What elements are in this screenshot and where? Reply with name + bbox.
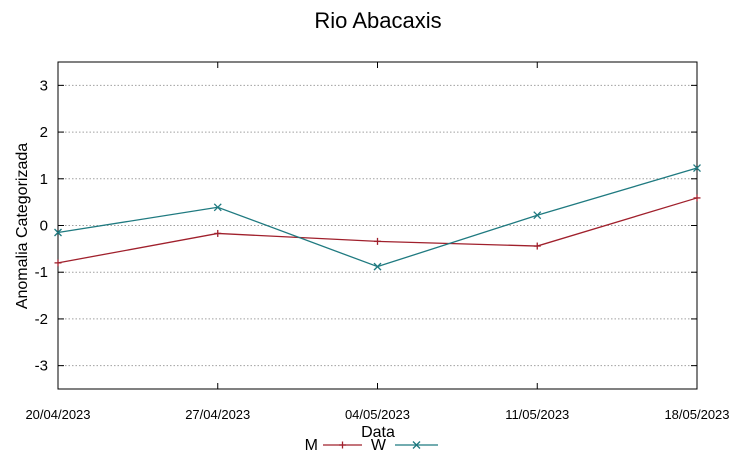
- y-tick-label: 2: [40, 124, 48, 141]
- y-tick-label: 3: [40, 77, 48, 94]
- data-point-w: [373, 262, 382, 271]
- data-point-m: [693, 194, 701, 202]
- series-layer: [54, 164, 701, 271]
- legend-marker-w: [412, 441, 421, 449]
- data-point-w: [693, 164, 701, 173]
- grid-layer: [58, 84, 697, 367]
- y-tick-label: -2: [35, 311, 48, 328]
- legend-marker-m: [339, 441, 346, 449]
- x-tick-label: 20/04/2023: [25, 407, 90, 422]
- data-point-m: [533, 242, 541, 250]
- x-tick-label: 27/04/2023: [185, 407, 250, 422]
- data-point-m: [374, 237, 381, 245]
- series-line-w: [57, 167, 698, 268]
- y-axis-label: Anomalia Categorizada: [14, 143, 31, 309]
- data-point-w: [533, 211, 542, 220]
- x-axis: 20/04/2023 27/04/2023 04/05/2023 11/05/2023…: [25, 62, 730, 422]
- legend-label-w: W: [371, 437, 387, 454]
- x-axis-label: Data: [361, 424, 395, 441]
- y-tick-label: 1: [40, 171, 48, 188]
- y-axis: 3 2 1 0 -1 -2 -3: [35, 77, 697, 375]
- y-tick-label: 0: [40, 218, 48, 235]
- legend-label-m: M: [305, 437, 318, 454]
- y-tick-label: -1: [35, 264, 48, 281]
- data-point-w: [54, 228, 62, 237]
- x-tick-label: 11/05/2023: [505, 407, 569, 422]
- data-point-m: [54, 259, 62, 267]
- x-tick-label: 18/05/2023: [664, 407, 729, 422]
- chart-title: Rio Abacaxis: [314, 8, 441, 33]
- series-line-m: [57, 197, 698, 264]
- x-tick-label: 04/05/2023: [345, 407, 410, 422]
- y-tick-label: -3: [35, 358, 48, 375]
- data-point-w: [213, 203, 222, 212]
- data-point-m: [214, 229, 222, 237]
